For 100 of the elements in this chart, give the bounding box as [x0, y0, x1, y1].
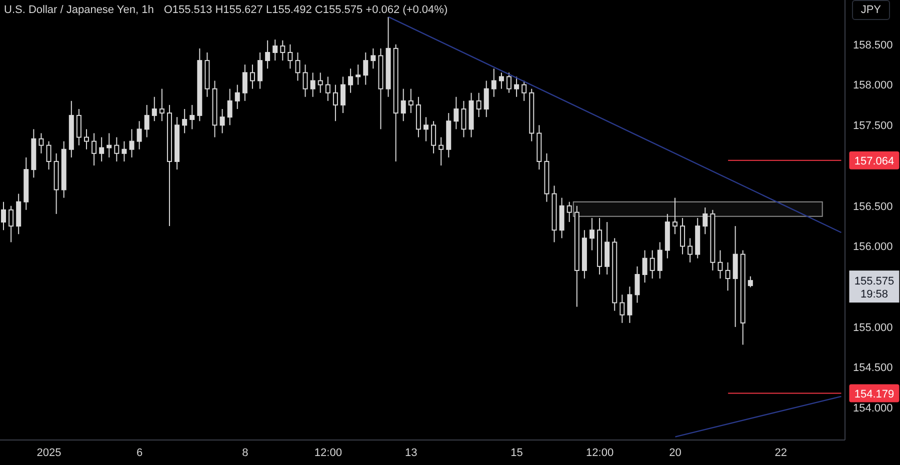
candlestick	[159, 88, 164, 122]
candlestick	[68, 100, 74, 158]
candlestick	[332, 84, 338, 122]
x-tick-label: 8	[242, 446, 248, 459]
candlestick	[370, 48, 376, 70]
candlestick	[295, 52, 300, 82]
x-tick-label: 13	[405, 446, 418, 459]
candlestick	[348, 68, 354, 94]
candlestick	[92, 132, 97, 166]
candlestick	[476, 92, 482, 118]
candlestick	[54, 152, 59, 214]
candlestick	[484, 80, 489, 118]
candlestick	[589, 217, 594, 251]
candlestick	[597, 217, 602, 275]
candlestick	[242, 64, 248, 102]
candlestick	[604, 222, 610, 275]
candlestick	[272, 39, 278, 62]
candlestick	[227, 88, 232, 126]
y-tick-label: 154.000	[853, 402, 893, 415]
candlestick	[234, 84, 240, 110]
candlestick	[574, 205, 580, 308]
candlestick	[144, 104, 150, 138]
x-tick-label: 12:00	[586, 446, 614, 459]
x-tick-label: 6	[136, 446, 143, 459]
candlestick	[136, 120, 142, 150]
candlestick	[24, 156, 29, 210]
candlestick	[250, 64, 255, 90]
text: 155.575	[854, 276, 894, 288]
ref-line-label: 157.064	[854, 155, 894, 168]
candlestick	[634, 266, 640, 304]
candlestick	[106, 132, 112, 158]
candlestick	[76, 108, 82, 146]
candlestick	[174, 116, 180, 170]
y-tick-label: 158.000	[853, 80, 893, 92]
candlestick	[559, 197, 564, 239]
candlestick	[718, 250, 723, 280]
candlestick	[461, 100, 466, 138]
y-tick-label: 154.500	[853, 362, 893, 374]
candlestick	[288, 44, 293, 70]
chart-title: U.S. Dollar / Japanese Yen, 1h	[4, 4, 154, 16]
y-tick-label: 158.500	[853, 39, 893, 52]
candlestick	[552, 185, 557, 243]
candlestick	[378, 48, 384, 130]
candlestick	[680, 217, 686, 255]
candlestick	[318, 72, 323, 94]
candlestick	[310, 72, 316, 98]
candlestick	[99, 136, 104, 162]
text: JPY	[852, 0, 890, 20]
candlestick	[220, 108, 225, 134]
candlestick	[400, 88, 406, 122]
x-tick-label: 12:00	[314, 446, 342, 459]
candlestick	[536, 124, 542, 170]
candlestick	[166, 104, 172, 227]
candlestick	[84, 128, 89, 150]
candlestick	[190, 104, 195, 130]
candlestick	[363, 52, 368, 86]
candlestick	[212, 80, 218, 138]
y-tick-label: 157.500	[853, 120, 893, 132]
candlestick	[258, 52, 263, 90]
candlestick	[664, 213, 670, 259]
candlestick	[732, 226, 738, 328]
candlestick	[650, 250, 655, 280]
candlestick	[129, 128, 134, 158]
candlestick	[265, 40, 270, 70]
text: 19:58	[860, 288, 888, 301]
x-tick-label: 22	[774, 446, 787, 459]
candlestick	[688, 238, 693, 263]
candlestick	[657, 242, 662, 280]
candlestick	[544, 152, 550, 202]
x-tick-label: 2025	[36, 446, 62, 459]
candlestick	[122, 140, 127, 162]
candlestick	[61, 140, 66, 198]
annotation: O155.513 H155.627 L155.492 C155.575 +0.062 (+0.04%)	[164, 4, 448, 16]
candlestick	[702, 206, 708, 235]
candlestick	[468, 92, 474, 138]
candlestick	[31, 128, 36, 178]
candlestick	[302, 64, 308, 98]
candlestick	[1, 201, 6, 231]
candlestick	[446, 112, 452, 158]
candlestick	[620, 294, 625, 324]
candlestick	[204, 52, 210, 98]
candlestick	[356, 64, 361, 86]
candlestick	[642, 250, 648, 284]
y-tick-label: 155.000	[853, 322, 893, 334]
candlestick	[424, 116, 428, 142]
candlestick	[325, 76, 330, 102]
candlestick	[340, 76, 346, 114]
candlestick	[408, 88, 414, 114]
candlestick	[114, 136, 120, 162]
x-tick-label: 15	[510, 446, 523, 459]
candlestick	[491, 68, 496, 98]
candlestick	[38, 132, 44, 154]
x-tick-label: 20	[669, 446, 682, 459]
candlestick	[725, 262, 730, 292]
candlestick	[454, 96, 459, 130]
candlestick	[438, 136, 444, 166]
candlestick	[182, 108, 188, 134]
y-tick-label: 156.500	[853, 200, 893, 213]
candlestick	[16, 193, 22, 235]
ref-line-label: 154.179	[854, 388, 894, 400]
